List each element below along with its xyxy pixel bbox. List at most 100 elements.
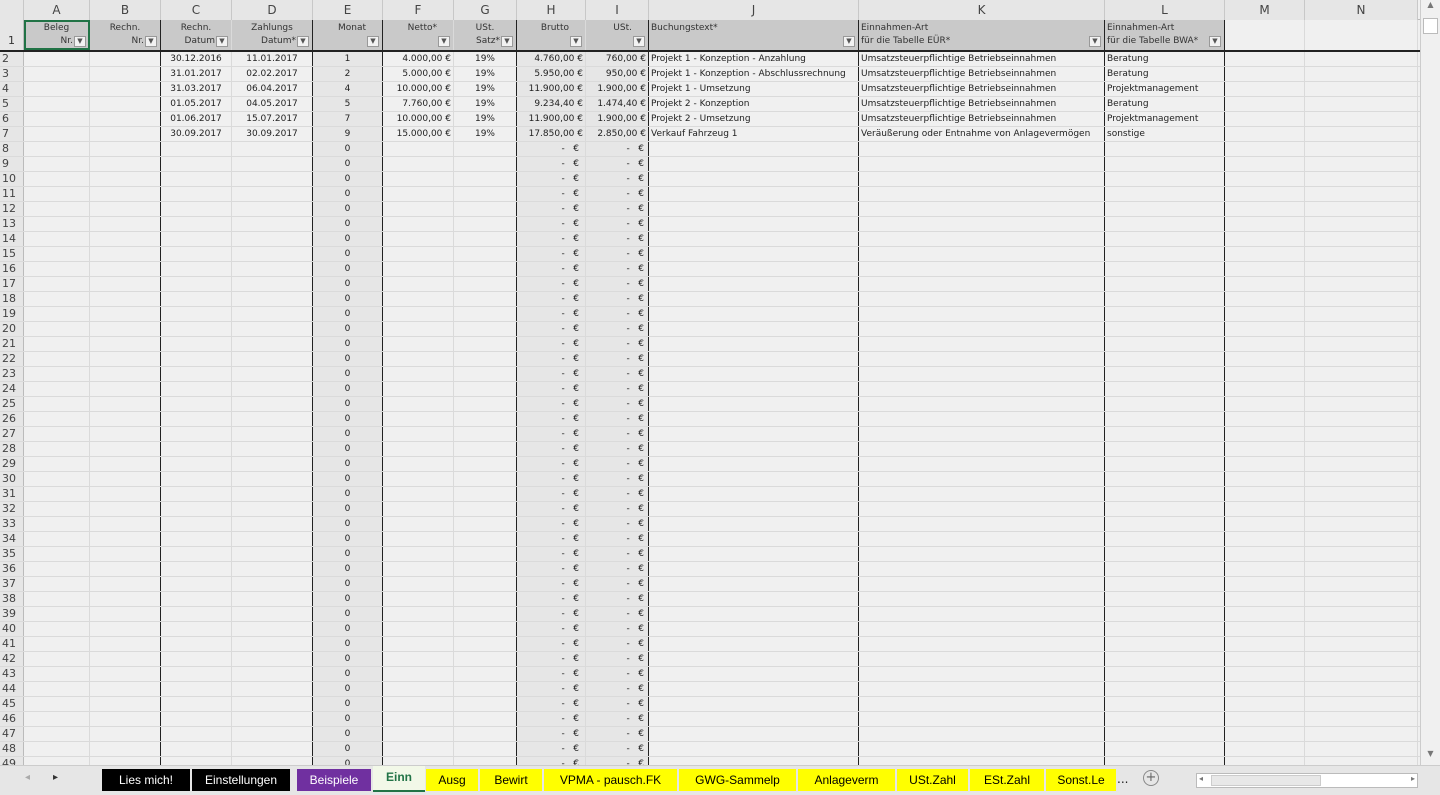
- cell-I[interactable]: - €: [586, 307, 649, 321]
- cell-E[interactable]: 0: [313, 502, 383, 516]
- filter-dropdown-icon[interactable]: ▼: [501, 36, 513, 47]
- cell-J[interactable]: [649, 712, 859, 726]
- cell-G[interactable]: [454, 262, 517, 276]
- cell-A[interactable]: [24, 442, 90, 456]
- column-header-B[interactable]: B: [90, 0, 161, 20]
- cell-B[interactable]: [90, 547, 161, 561]
- cell-N[interactable]: [1305, 112, 1418, 126]
- row-number[interactable]: 1: [0, 20, 24, 50]
- cell-D[interactable]: [232, 637, 313, 651]
- cell-A[interactable]: [24, 292, 90, 306]
- cell-K[interactable]: [859, 247, 1105, 261]
- cell-G[interactable]: [454, 427, 517, 441]
- cell-I[interactable]: - €: [586, 652, 649, 666]
- cell-E[interactable]: 0: [313, 532, 383, 546]
- cell-C[interactable]: [161, 142, 232, 156]
- cell-L[interactable]: [1105, 622, 1225, 636]
- column-header-M[interactable]: M: [1225, 0, 1305, 20]
- cell-L[interactable]: [1105, 502, 1225, 516]
- cell-E[interactable]: 0: [313, 592, 383, 606]
- cell-A[interactable]: [24, 427, 90, 441]
- cell-J[interactable]: Projekt 1 - Konzeption - Anzahlung: [649, 52, 859, 66]
- cell-M[interactable]: [1225, 412, 1305, 426]
- cell-L[interactable]: [1105, 142, 1225, 156]
- cell-K[interactable]: [859, 757, 1105, 765]
- cell-M[interactable]: [1225, 427, 1305, 441]
- row-number[interactable]: 38: [0, 592, 24, 606]
- cell-A[interactable]: [24, 712, 90, 726]
- cell-K[interactable]: [859, 697, 1105, 711]
- row-number[interactable]: 17: [0, 277, 24, 291]
- cell-N[interactable]: [1305, 592, 1418, 606]
- cell-F[interactable]: [383, 517, 454, 531]
- header-cell[interactable]: Einnahmen-Art für die Tabelle BWA* ▼: [1105, 20, 1225, 50]
- cell-N[interactable]: [1305, 667, 1418, 681]
- cell-J[interactable]: [649, 367, 859, 381]
- filter-dropdown-icon[interactable]: ▼: [1089, 36, 1101, 47]
- cell-K[interactable]: [859, 262, 1105, 276]
- cell-H[interactable]: - €: [517, 562, 586, 576]
- cell-K[interactable]: [859, 412, 1105, 426]
- cell-E[interactable]: 0: [313, 712, 383, 726]
- sheet-tab[interactable]: Einstellungen: [192, 769, 290, 791]
- cell-H[interactable]: - €: [517, 757, 586, 765]
- cell-K[interactable]: [859, 277, 1105, 291]
- cell-E[interactable]: 9: [313, 127, 383, 141]
- cell-N[interactable]: [1305, 337, 1418, 351]
- cell-J[interactable]: [649, 637, 859, 651]
- cell-L[interactable]: [1105, 472, 1225, 486]
- cell-G[interactable]: [454, 292, 517, 306]
- cell-H[interactable]: - €: [517, 532, 586, 546]
- more-tabs[interactable]: ...: [1117, 772, 1129, 786]
- cell-E[interactable]: 0: [313, 142, 383, 156]
- cell-E[interactable]: 0: [313, 367, 383, 381]
- cell-G[interactable]: [454, 622, 517, 636]
- cell-F[interactable]: [383, 502, 454, 516]
- cell-F[interactable]: [383, 202, 454, 216]
- cell-M[interactable]: [1225, 712, 1305, 726]
- cell-J[interactable]: [649, 157, 859, 171]
- sheet-tab[interactable]: Anlageverm: [798, 769, 895, 791]
- cell-D[interactable]: [232, 472, 313, 486]
- cell-N[interactable]: [1305, 307, 1418, 321]
- cell-L[interactable]: Projektmanagement: [1105, 82, 1225, 96]
- header-cell[interactable]: Beleg Nr. ▼: [24, 20, 90, 50]
- row-number[interactable]: 29: [0, 457, 24, 471]
- cell-N[interactable]: [1305, 172, 1418, 186]
- cell-E[interactable]: 0: [313, 562, 383, 576]
- cell-K[interactable]: [859, 427, 1105, 441]
- cell-M[interactable]: [1225, 727, 1305, 741]
- row-number[interactable]: 12: [0, 202, 24, 216]
- cell-L[interactable]: sonstige: [1105, 127, 1225, 141]
- cell-I[interactable]: - €: [586, 487, 649, 501]
- cell-F[interactable]: [383, 427, 454, 441]
- scroll-right-icon[interactable]: ▸: [1410, 774, 1415, 783]
- cell-A[interactable]: [24, 337, 90, 351]
- cell-G[interactable]: 19%: [454, 82, 517, 96]
- row-number[interactable]: 33: [0, 517, 24, 531]
- cell-H[interactable]: - €: [517, 472, 586, 486]
- cell-K[interactable]: [859, 232, 1105, 246]
- cell-K[interactable]: [859, 532, 1105, 546]
- row-number[interactable]: 40: [0, 622, 24, 636]
- cell-B[interactable]: [90, 652, 161, 666]
- cell-I[interactable]: - €: [586, 397, 649, 411]
- cell-L[interactable]: [1105, 547, 1225, 561]
- cell-L[interactable]: Beratung: [1105, 97, 1225, 111]
- cell-L[interactable]: [1105, 337, 1225, 351]
- cell-J[interactable]: [649, 472, 859, 486]
- cell-A[interactable]: [24, 187, 90, 201]
- cell-K[interactable]: [859, 727, 1105, 741]
- cell-N[interactable]: [1305, 382, 1418, 396]
- cell-H[interactable]: - €: [517, 322, 586, 336]
- cell-M[interactable]: [1225, 592, 1305, 606]
- cell-B[interactable]: [90, 367, 161, 381]
- cell-K[interactable]: [859, 742, 1105, 756]
- cell-E[interactable]: 0: [313, 457, 383, 471]
- cell-M[interactable]: [1225, 397, 1305, 411]
- cell-G[interactable]: [454, 322, 517, 336]
- cell-I[interactable]: - €: [586, 742, 649, 756]
- cell-B[interactable]: [90, 337, 161, 351]
- cell-C[interactable]: [161, 322, 232, 336]
- cell-A[interactable]: [24, 82, 90, 96]
